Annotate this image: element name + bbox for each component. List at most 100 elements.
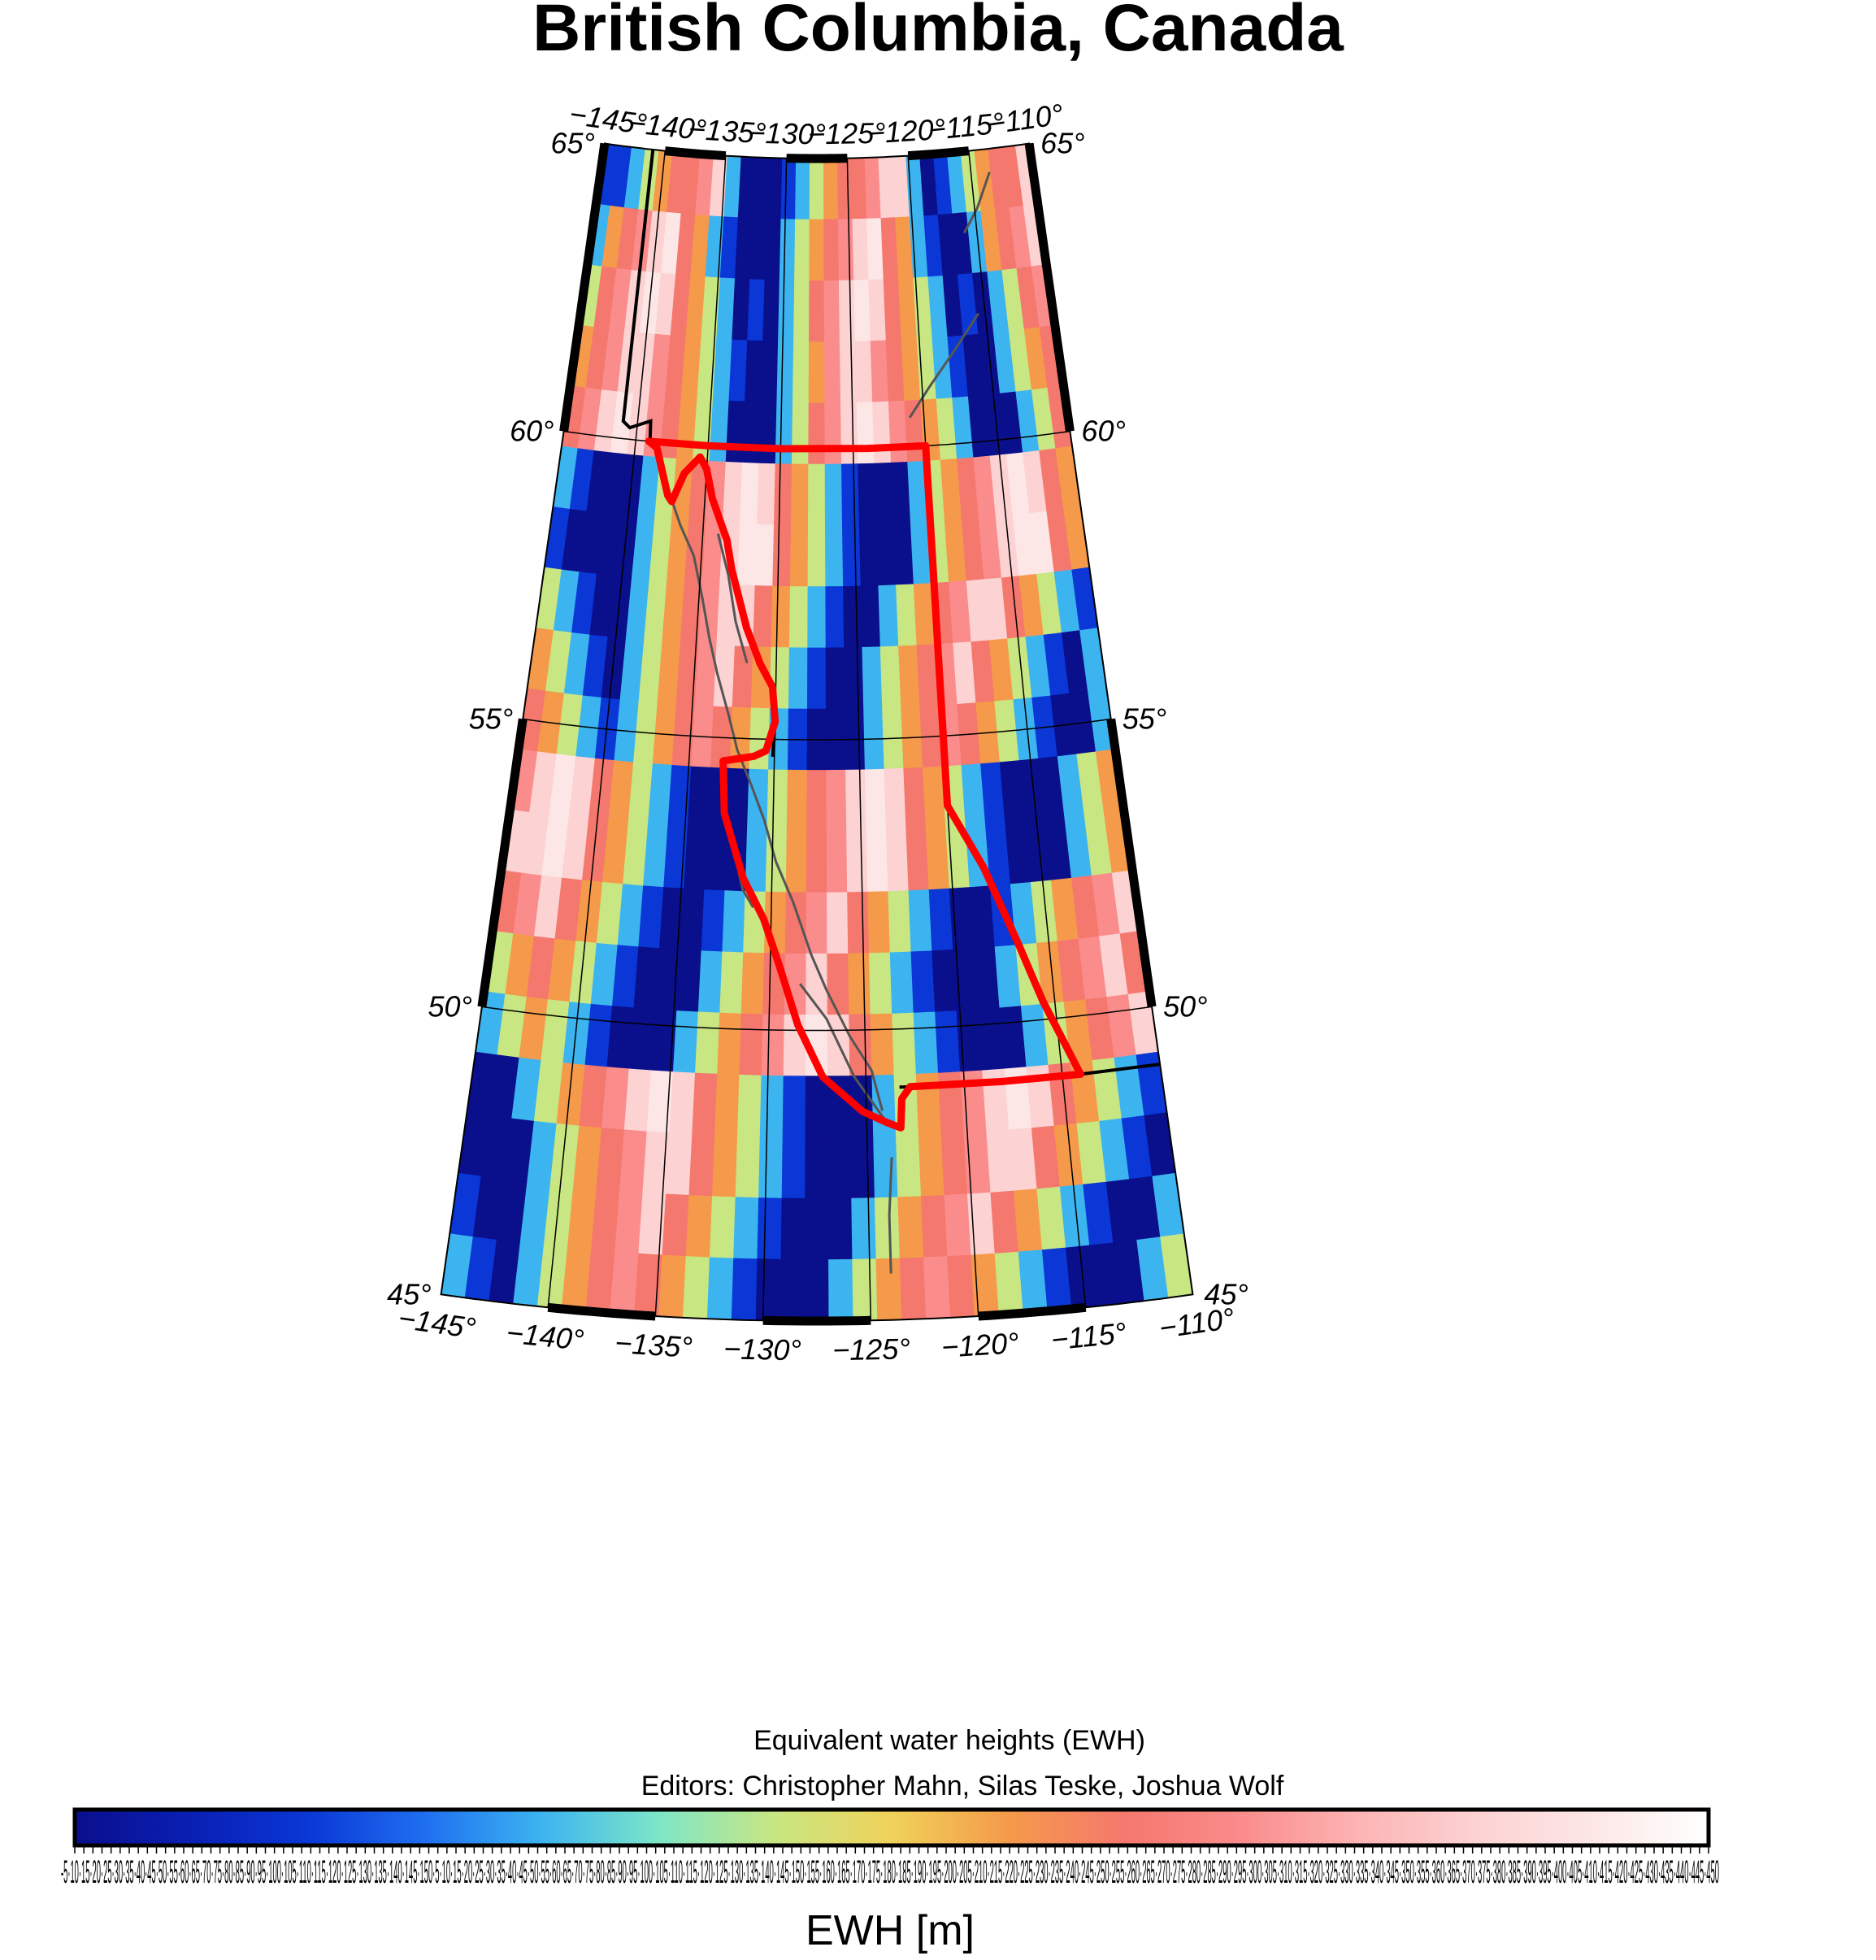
ewh-cell — [841, 403, 858, 465]
ewh-cell — [786, 832, 807, 893]
ewh-cell — [904, 767, 927, 829]
ewh-cell — [877, 524, 897, 586]
ewh-cell — [826, 648, 845, 709]
ewh-cell — [829, 1259, 853, 1321]
ewh-cell — [809, 342, 825, 403]
ewh-cell — [698, 951, 723, 1013]
ewh-cell — [790, 525, 808, 586]
ewh-cell — [860, 524, 879, 586]
ewh-cell — [713, 1136, 738, 1197]
ewh-cell — [941, 1133, 967, 1196]
ewh-cell — [827, 954, 849, 1015]
ewh-cell — [673, 1011, 698, 1074]
ewh-cell — [758, 1198, 782, 1260]
lat-label-left: 60° — [510, 414, 554, 447]
ewh-cell — [732, 279, 750, 341]
ewh-cell — [767, 770, 788, 832]
ewh-cell — [851, 1136, 875, 1198]
lat-label-right: 45° — [1204, 1277, 1248, 1310]
ewh-grid-cells — [441, 144, 1193, 1322]
ewh-cell — [844, 586, 862, 648]
ewh-cell — [729, 340, 748, 402]
lat-label-left: 55° — [469, 702, 513, 735]
ewh-cell — [825, 342, 841, 403]
ewh-cell — [876, 1258, 902, 1320]
ewh-cell — [839, 280, 855, 342]
ewh-cell — [736, 218, 753, 280]
ewh-cell — [680, 889, 705, 951]
ewh-cell — [782, 1137, 806, 1199]
ewh-cell — [759, 402, 777, 464]
lat-label-right: 55° — [1123, 702, 1166, 735]
ewh-cell — [707, 1258, 733, 1319]
ewh-cell — [855, 341, 872, 403]
ewh-cell — [765, 219, 781, 280]
ewh-cell — [840, 341, 857, 403]
ewh-cell — [846, 770, 867, 832]
ewh-cell — [879, 585, 899, 647]
lon-label-bottom: −125° — [832, 1332, 910, 1367]
ewh-cell — [862, 647, 883, 709]
ewh-cell — [805, 1260, 829, 1321]
lat-label-left: 65° — [550, 127, 594, 160]
ewh-cell — [843, 525, 862, 587]
ewh-cell — [795, 219, 810, 280]
ewh-cell — [824, 280, 840, 342]
ewh-cell — [732, 1258, 758, 1320]
ewh-cell — [779, 280, 795, 342]
ewh-cell — [922, 1196, 948, 1258]
ewh-cell — [775, 464, 793, 526]
ewh-cell — [888, 891, 911, 953]
ewh-cell — [810, 281, 825, 342]
ewh-cell — [898, 1197, 924, 1258]
ewh-cell — [624, 1069, 651, 1132]
ewh-cell — [948, 1255, 975, 1318]
ewh-cell — [763, 280, 780, 342]
ewh-cell — [842, 464, 860, 526]
ewh-cell — [806, 1137, 829, 1198]
ewh-cell — [875, 463, 893, 524]
lon-label-bottom: −130° — [723, 1332, 801, 1367]
ewh-cell — [723, 463, 743, 524]
ewh-cell — [789, 587, 808, 649]
ewh-cell — [737, 524, 757, 586]
ewh-cell — [870, 953, 892, 1015]
ewh-cell — [740, 463, 759, 524]
ewh-cell — [887, 830, 910, 892]
ewh-cell — [869, 280, 886, 341]
ewh-cell — [758, 463, 776, 525]
ewh-cell — [792, 464, 809, 526]
ewh-cell — [659, 1255, 687, 1318]
ewh-cell — [857, 402, 875, 464]
ewh-cell — [732, 646, 753, 708]
ewh-cell — [785, 893, 806, 954]
ewh-cell — [807, 771, 827, 832]
ewh-cell — [909, 890, 932, 952]
ewh-cell — [847, 831, 868, 893]
ewh-cell — [775, 403, 793, 465]
ewh-cell — [808, 648, 827, 709]
ewh-cell — [760, 1076, 784, 1137]
ewh-cell — [873, 402, 892, 463]
ewh-cell — [828, 1137, 852, 1199]
ewh-cell — [783, 1076, 806, 1138]
ewh-cell — [702, 523, 723, 585]
ewh-cell — [718, 1013, 742, 1075]
ewh-cell — [809, 403, 825, 464]
ewh-cell — [858, 463, 877, 525]
ewh-cell — [734, 1197, 759, 1259]
ewh-cell — [810, 159, 824, 219]
ewh-cell — [897, 1136, 922, 1197]
ewh-cell — [897, 585, 918, 646]
ewh-cell — [826, 525, 844, 586]
ewh-cell — [826, 587, 845, 649]
ewh-cell — [756, 1259, 781, 1321]
ewh-cell — [773, 525, 792, 587]
ewh-cell — [924, 1257, 951, 1319]
ewh-cell — [906, 829, 929, 891]
ewh-cell — [793, 342, 810, 403]
ewh-cell — [629, 1008, 655, 1071]
ewh-cell — [926, 828, 949, 889]
ewh-cell — [689, 1134, 715, 1196]
